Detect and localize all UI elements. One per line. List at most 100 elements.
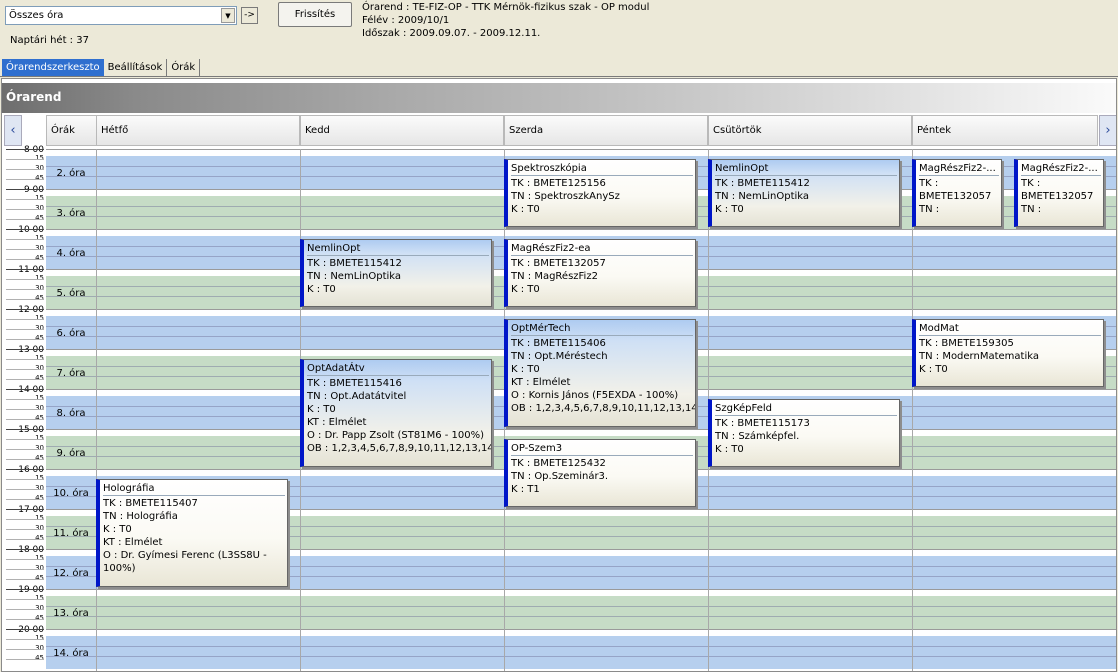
event-detail: TN : NemLinOptika <box>307 271 402 282</box>
minute-line <box>6 559 44 560</box>
row-label: 8. óra <box>56 408 86 419</box>
column-divider <box>96 149 97 671</box>
hour-line <box>6 509 44 510</box>
minute-label: 30 <box>35 244 44 252</box>
minute-label: 45 <box>35 174 44 182</box>
minute-line <box>6 409 44 410</box>
row-label: 11. óra <box>53 528 89 539</box>
event-detail: TN : Holográfia <box>103 511 178 522</box>
event-card[interactable]: OptMérTech TK : BMETE115406 TN : Opt.Mérés… <box>504 319 696 427</box>
event-detail: TK : BMETE115173 <box>715 418 810 429</box>
minute-label: 45 <box>35 334 44 342</box>
time-slot-row[interactable]: 14. óra <box>46 629 1116 669</box>
tab-orarendszerkeszto[interactable]: Órarendszerkeszto <box>2 59 104 77</box>
row-label: 6. óra <box>56 328 86 339</box>
event-card[interactable]: Holográfia TK : BMETE115407 TN : Holográfi… <box>96 479 288 587</box>
col-header-kedd[interactable]: Kedd <box>300 115 504 146</box>
minute-line <box>6 379 44 380</box>
event-title: Holográfia <box>103 482 285 496</box>
col-header-szerda[interactable]: Szerda <box>504 115 708 146</box>
time-slot-row[interactable]: 13. óra <box>46 589 1116 629</box>
event-detail: K : T1 <box>511 484 540 495</box>
event-card[interactable]: OptAdatÁtv TK : BMETE115416 TN : Opt.Adatá… <box>300 359 492 467</box>
minute-label: 15 <box>35 474 44 482</box>
tab-beallitasok[interactable]: Beállítások <box>104 59 168 77</box>
event-title: ModMat <box>919 322 1101 336</box>
refresh-button[interactable]: Frissítés <box>278 2 352 27</box>
slot-divider <box>46 536 1116 537</box>
tab-orak[interactable]: Órák <box>167 59 201 77</box>
go-button[interactable]: -> <box>241 7 258 24</box>
col-header-orak: Órák <box>46 115 98 146</box>
minute-line <box>6 439 44 440</box>
event-detail: K : T0 <box>307 284 336 295</box>
minute-line <box>6 489 44 490</box>
hour-label: 11 00 <box>18 265 44 275</box>
calendar-week: Naptári hét : 37 <box>10 35 89 46</box>
hour-label: 19 00 <box>18 585 44 595</box>
hour-label: 20 00 <box>18 625 44 635</box>
filter-dropdown[interactable]: Összes óra ▼ <box>5 6 237 25</box>
minute-line <box>6 649 44 650</box>
minute-line <box>6 609 44 610</box>
column-divider <box>912 149 913 671</box>
filter-value: Összes óra <box>9 10 64 21</box>
event-detail: TN : SpektroszkAnySz <box>511 191 620 202</box>
prev-week-button[interactable]: ‹ <box>4 115 22 146</box>
period: Időszak : 2009.09.07. - 2009.12.11. <box>362 28 541 39</box>
next-week-button[interactable]: › <box>1099 115 1116 146</box>
time-column: 8 00 15 30 45 9 00 15 30 45 10 00 15 30 45 11 00 15 30… <box>6 145 44 671</box>
slot-divider <box>46 606 1116 607</box>
minute-line <box>6 199 44 200</box>
minute-line <box>6 659 44 660</box>
event-card[interactable]: MagRészFiz2-ea TK : BMETE132057 TN : MagRé… <box>504 239 696 307</box>
col-header-hetfo[interactable]: Hétfő <box>96 115 300 146</box>
hour-label: 8 00 <box>23 145 44 155</box>
event-card[interactable]: SzgKépFeld TK : BMETE115173 TN : Számképfe… <box>708 399 900 467</box>
event-detail: TN : Opt.Adatátvitel <box>307 391 407 402</box>
event-card[interactable]: MagRészFiz2-... TK : BMETE132057 TN : <box>912 159 1002 227</box>
minute-label: 30 <box>35 324 44 332</box>
panel-title-bar: Órarend <box>2 83 1116 113</box>
minute-label: 45 <box>35 414 44 422</box>
event-detail: TN : Számképfel. <box>715 431 800 442</box>
minute-line <box>6 639 44 640</box>
row-label: 4. óra <box>56 248 86 259</box>
event-detail: K : T0 <box>715 444 744 455</box>
minute-label: 45 <box>35 614 44 622</box>
hour-line <box>6 229 44 230</box>
event-detail: TK : BMETE115416 <box>307 378 402 389</box>
event-detail: TK : <box>1021 178 1041 189</box>
col-header-csutortok[interactable]: Csütörtök <box>708 115 912 146</box>
event-card[interactable]: ModMat TK : BMETE159305 TN : ModernMatemat… <box>912 319 1104 387</box>
minute-line <box>6 499 44 500</box>
dropdown-arrow-icon[interactable]: ▼ <box>221 8 235 23</box>
minute-line <box>6 359 44 360</box>
event-card[interactable]: Spektroszkópia TK : BMETE125156 TN : Spekt… <box>504 159 696 227</box>
event-card[interactable]: MagRészFiz2-... TK : BMETE132057 TN : <box>1014 159 1104 227</box>
event-detail: BMETE132057 <box>919 191 992 202</box>
col-header-pentek[interactable]: Péntek <box>912 115 1098 146</box>
minute-line <box>6 329 44 330</box>
minute-line <box>6 299 44 300</box>
event-title: MagRészFiz2-ea <box>511 242 693 256</box>
event-title: NemlinOpt <box>715 162 897 176</box>
minute-label: 15 <box>35 634 44 642</box>
minute-label: 30 <box>35 524 44 532</box>
minute-label: 30 <box>35 164 44 172</box>
minute-label: 15 <box>35 234 44 242</box>
hour-line <box>6 389 44 390</box>
slot-divider <box>46 616 1116 617</box>
minute-line <box>6 289 44 290</box>
hour-label: 10 00 <box>18 225 44 235</box>
event-detail: TN : NemLinOptika <box>715 191 810 202</box>
minute-label: 15 <box>35 314 44 322</box>
event-card[interactable]: NemlinOpt TK : BMETE115412 TN : NemLinOpti… <box>300 239 492 307</box>
event-card[interactable]: NemlinOpt TK : BMETE115412 TN : NemLinOpti… <box>708 159 900 227</box>
row-label: 13. óra <box>53 608 89 619</box>
event-card[interactable]: OP-Szem3 TK : BMETE125432 TN : Op.Szeminár… <box>504 439 696 507</box>
minute-line <box>6 339 44 340</box>
minute-label: 30 <box>35 364 44 372</box>
event-detail: O : Dr. Papp Zsolt (ST81M6 - 100%) <box>307 430 485 441</box>
minute-label: 15 <box>35 594 44 602</box>
